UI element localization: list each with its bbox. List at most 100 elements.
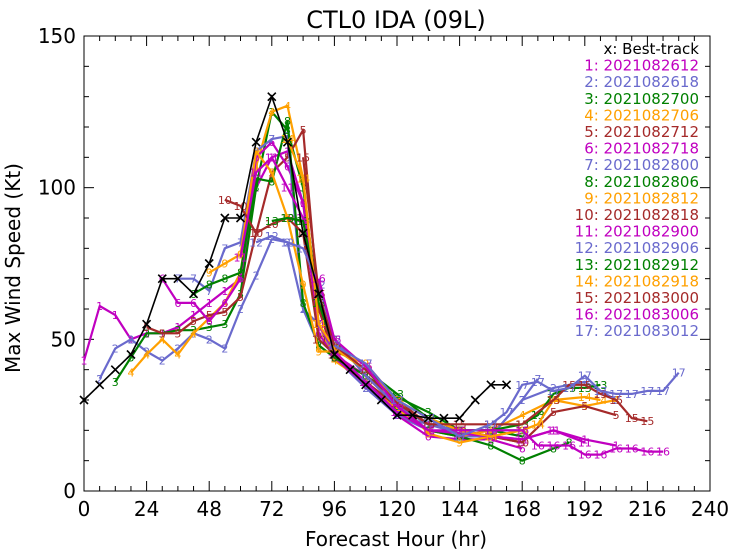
- series-point-marker: 16: [531, 440, 545, 453]
- best-track-x-marker: [282, 137, 293, 147]
- series-point-marker: 11: [578, 436, 592, 449]
- y-tick-label: 150: [38, 24, 76, 48]
- series-point-marker: 9: [300, 279, 307, 292]
- series-point-marker: 5: [159, 327, 166, 340]
- series-point-marker: 9: [253, 145, 260, 158]
- series-point-marker: 4: [143, 349, 150, 362]
- series-point-marker: 3: [112, 376, 119, 389]
- series-line: [208, 150, 523, 444]
- series-point-marker: 2: [550, 382, 557, 395]
- best-track-x-marker: [298, 228, 308, 238]
- series-point-marker: 14: [484, 430, 498, 443]
- series-point-marker: 17: [562, 382, 576, 395]
- series-point-marker: 2: [127, 333, 134, 346]
- series-point-marker: 17: [656, 385, 670, 398]
- series-point-marker: 8: [284, 115, 291, 128]
- series-point-marker: 17: [609, 388, 623, 401]
- series-point-marker: 11: [515, 433, 529, 446]
- series-point-marker: 2: [174, 342, 181, 355]
- best-track-x-marker: [204, 258, 214, 269]
- best-track-x-marker: [439, 413, 449, 423]
- series-point-marker: 17: [515, 379, 529, 392]
- series-point-marker: 16: [656, 446, 670, 459]
- series-point-marker: 14: [327, 342, 341, 355]
- series-point-marker: 1: [581, 433, 588, 446]
- plot-area: 0 24 48 72 96 120 144 168 192 216 2400501001501111…: [38, 24, 729, 521]
- series-point-marker: 3: [143, 327, 150, 340]
- x-tick-label: 168: [503, 497, 541, 521]
- best-track-x-marker: [329, 349, 339, 360]
- series-point-marker: 3: [127, 352, 134, 365]
- series-point-marker: 16: [515, 424, 529, 437]
- series-point-marker: 6: [425, 430, 432, 443]
- series-point-marker: 16: [359, 361, 373, 374]
- series-point-marker: 14: [312, 318, 326, 331]
- legend-entry: 7: 2021082800: [584, 156, 699, 174]
- series-line: [302, 157, 648, 426]
- series-point-marker: 4: [394, 403, 401, 416]
- series-point-marker: 2: [237, 303, 244, 316]
- series-point-marker: 2: [362, 382, 369, 395]
- series-point-marker: 7: [268, 133, 275, 146]
- legend-entry: 3: 2021082700: [584, 90, 699, 108]
- best-track-x-marker: [314, 289, 324, 299]
- series-point-marker: 8: [566, 436, 573, 449]
- x-tick-label: 120: [378, 497, 416, 521]
- series-point-marker: 16: [593, 449, 607, 462]
- series-point-marker: 12: [265, 230, 279, 243]
- series-point-marker: 17: [500, 406, 514, 419]
- series-point-marker: 8: [487, 440, 494, 453]
- series-point-marker: 5: [519, 436, 526, 449]
- series-point-marker: 7: [221, 242, 228, 255]
- series-point-marker: 11: [249, 167, 263, 180]
- series-point-marker: 1: [81, 355, 88, 368]
- legend-entry: 15: 2021083000: [575, 289, 699, 307]
- y-tick-label: 100: [38, 176, 76, 200]
- series-point-marker: 8: [221, 273, 228, 286]
- x-tick-label: 96: [322, 497, 347, 521]
- series-point-marker: 17: [640, 385, 654, 398]
- series-point-marker: 7: [206, 285, 213, 298]
- series-point-marker: 14: [593, 394, 607, 407]
- series-point-marker: 17: [327, 339, 341, 352]
- best-track-x-marker: [376, 395, 386, 405]
- series-point-marker: 8: [253, 173, 260, 186]
- series-point-marker: 6: [519, 443, 526, 456]
- series-point-marker: 6: [268, 136, 275, 149]
- series-point-marker: 8: [550, 443, 557, 456]
- series-point-marker: 10: [234, 200, 248, 213]
- series-point-marker: 3: [174, 324, 181, 337]
- best-track-line: [83, 94, 507, 420]
- series-point-marker: 5: [143, 321, 150, 334]
- series-point-marker: 1: [613, 440, 620, 453]
- series-point-marker: 7: [300, 303, 307, 316]
- series-point-marker: 11: [265, 151, 279, 164]
- best-track-x-marker: [142, 319, 152, 329]
- series-point-marker: 5: [613, 409, 620, 422]
- x-tick-label: 0: [78, 497, 91, 521]
- series-point-marker: 12: [249, 236, 263, 249]
- series-point-marker: 12: [280, 236, 294, 249]
- x-tick-label: 48: [196, 497, 221, 521]
- series-point-marker: 3: [394, 391, 401, 404]
- series-point-marker: 3: [253, 182, 260, 195]
- x-tick-label: 72: [259, 497, 284, 521]
- series-point-marker: 2: [581, 376, 588, 389]
- best-track-x-marker: [157, 274, 167, 284]
- best-track-x-marker: [95, 380, 105, 390]
- series-point-marker: 14: [531, 418, 545, 431]
- series-point-marker: 5: [206, 309, 213, 322]
- x-axis-label: Forecast Hour (hr): [305, 527, 487, 551]
- x-tick-label: 192: [566, 497, 604, 521]
- series-point-marker: 5: [284, 151, 291, 164]
- series-point-marker: 16: [547, 440, 561, 453]
- series-point-marker: 9: [456, 436, 463, 449]
- series-point-marker: 10: [312, 333, 326, 346]
- x-tick-label: 144: [441, 497, 479, 521]
- series-point-marker: 9: [268, 167, 275, 180]
- series-point-marker: 4: [190, 327, 197, 340]
- series-point-marker: 16: [625, 443, 639, 456]
- legend-entry: 6: 2021082718: [584, 140, 699, 158]
- series-point-marker: 1: [206, 297, 213, 310]
